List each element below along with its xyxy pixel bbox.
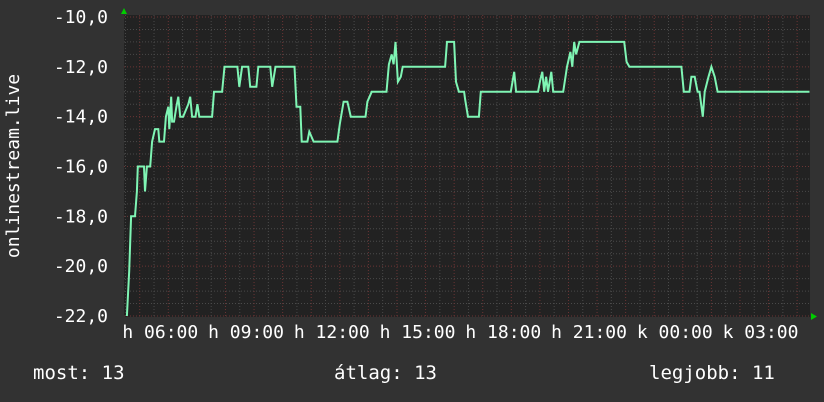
y-tick-label: -22,0 [54, 306, 108, 327]
x-tick-label: h 18:00 [465, 322, 541, 343]
x-tick-label: h 15:00 [380, 322, 456, 343]
y-axis-arrow-icon [121, 8, 127, 14]
x-tick-label: k 03:00 [723, 322, 799, 343]
x-tick-label: k 00:00 [637, 322, 713, 343]
y-tick-label: -14,0 [54, 107, 108, 128]
y-tick-label: -20,0 [54, 256, 108, 277]
x-tick-label: h 09:00 [208, 322, 284, 343]
x-tick-label: h 12:00 [294, 322, 370, 343]
series-line [125, 40, 810, 317]
line-chart: -10,0 -12,0 -14,0 -16,0 -18,0 -20,0 -22,0 h 06… [3, 7, 817, 343]
y-tick-label: -10,0 [54, 7, 108, 28]
y-axis-label: onlinestream.live [3, 74, 24, 258]
legend-best: legjobb: 11 [649, 362, 775, 384]
legend-average: átlag: 13 [334, 362, 437, 384]
y-tick-label: -18,0 [54, 206, 108, 227]
x-axis-arrow-icon [811, 313, 817, 320]
x-tick-label: h 21:00 [551, 322, 627, 343]
y-tick-label: -12,0 [54, 57, 108, 78]
x-tick-label: h 06:00 [122, 322, 198, 343]
legend-current: most: 13 [33, 362, 125, 384]
y-tick-label: -16,0 [54, 157, 108, 178]
